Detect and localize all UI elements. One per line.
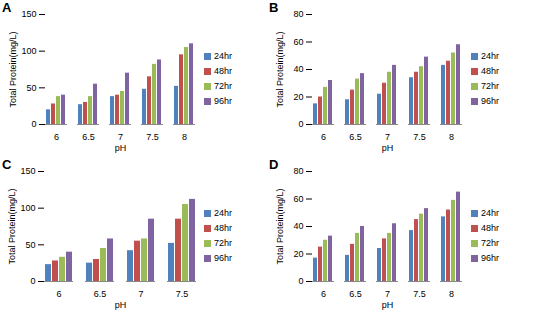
svg-text:8: 8 [449, 288, 454, 298]
html-text:72hr: 72hr [481, 238, 499, 248]
svg-text:pH: pH [382, 142, 394, 152]
svg-text:80: 80 [293, 166, 303, 176]
svg-text:7.5: 7.5 [413, 288, 426, 298]
svg-text:pH: pH [115, 142, 127, 152]
svg-text:40: 40 [293, 64, 303, 74]
svg-text:Total Protein(mg/L): Total Protein(mg/L) [8, 31, 18, 107]
svg-text:8: 8 [182, 131, 187, 141]
svg-text:8: 8 [449, 131, 454, 141]
html-text:48hr: 48hr [481, 66, 499, 76]
html-text:72hr: 72hr [214, 238, 232, 248]
svg-text:40: 40 [293, 221, 303, 231]
svg-text:50: 50 [26, 82, 36, 92]
html-text:96hr: 96hr [214, 253, 232, 263]
html-text:24hr: 24hr [481, 51, 499, 61]
svg-text:7.5: 7.5 [176, 288, 189, 298]
svg-text:20: 20 [293, 248, 303, 258]
html-text:D: D [269, 157, 279, 172]
svg-text:6.5: 6.5 [82, 131, 95, 141]
svg-text:7: 7 [385, 288, 390, 298]
html-text:96hr: 96hr [481, 96, 499, 106]
html-text:48hr: 48hr [481, 223, 499, 233]
html-text:48hr: 48hr [214, 66, 232, 76]
svg-text:6.5: 6.5 [94, 288, 107, 298]
html-text:A: A [2, 0, 12, 15]
svg-text:60: 60 [293, 36, 303, 46]
svg-text:50: 50 [25, 239, 35, 249]
svg-text:Total Protein(mg/L): Total Protein(mg/L) [275, 31, 285, 107]
html-text:96hr: 96hr [481, 253, 499, 263]
svg-text:150: 150 [20, 166, 35, 176]
svg-text:7: 7 [385, 131, 390, 141]
svg-text:0: 0 [298, 276, 303, 286]
svg-text:0: 0 [298, 119, 303, 129]
html-text:72hr: 72hr [481, 81, 499, 91]
html-text:C: C [2, 157, 12, 172]
svg-text:Total Protein(mg/L): Total Protein(mg/L) [7, 188, 17, 264]
svg-text:6.5: 6.5 [349, 288, 362, 298]
svg-text:Total Protein(mg/L): Total Protein(mg/L) [275, 188, 285, 264]
html-text:24hr: 24hr [214, 51, 232, 61]
html-text:96hr: 96hr [214, 96, 232, 106]
svg-text:6: 6 [321, 131, 326, 141]
svg-text:pH: pH [382, 299, 394, 309]
svg-text:60: 60 [293, 193, 303, 203]
html-text:24hr: 24hr [481, 208, 499, 218]
svg-text:0: 0 [30, 276, 35, 286]
html-text:72hr: 72hr [214, 81, 232, 91]
svg-text:0: 0 [31, 119, 36, 129]
svg-text:7: 7 [118, 131, 123, 141]
svg-text:7: 7 [138, 288, 143, 298]
svg-text:150: 150 [21, 9, 36, 19]
html-text:B: B [269, 0, 279, 15]
svg-text:80: 80 [293, 9, 303, 19]
html-text:48hr: 48hr [214, 223, 232, 233]
svg-text:pH: pH [115, 299, 127, 309]
svg-text:7.5: 7.5 [413, 131, 426, 141]
svg-text:7.5: 7.5 [146, 131, 159, 141]
svg-text:6: 6 [56, 288, 61, 298]
svg-text:6: 6 [54, 131, 59, 141]
svg-text:100: 100 [21, 46, 36, 56]
svg-text:6.5: 6.5 [349, 131, 362, 141]
svg-text:20: 20 [293, 91, 303, 101]
html-text:24hr: 24hr [214, 208, 232, 218]
svg-text:6: 6 [321, 288, 326, 298]
svg-text:100: 100 [20, 203, 35, 213]
